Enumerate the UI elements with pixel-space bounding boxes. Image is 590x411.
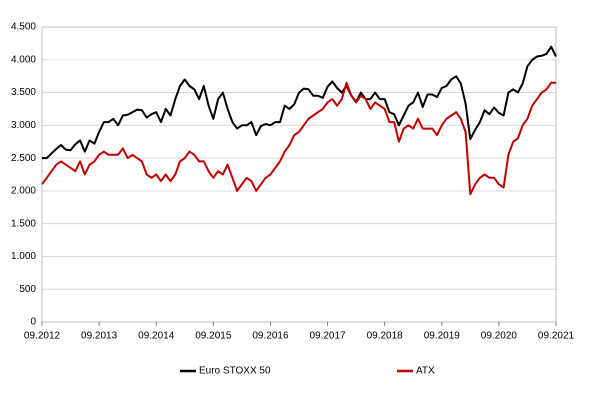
- plot-border: [41, 26, 557, 323]
- y-tick-label: 1.500: [11, 218, 36, 229]
- x-tick-label: 09.2021: [538, 331, 575, 342]
- y-tick-label: 4.000: [11, 54, 36, 65]
- x-tick-label: 09.2016: [252, 331, 289, 342]
- x-tick-label: 09.2019: [424, 331, 461, 342]
- y-tick-label: 500: [19, 284, 36, 295]
- y-tick-label: 0: [30, 317, 36, 328]
- legend-label: ATX: [416, 366, 435, 377]
- y-tick-label: 4.500: [11, 22, 36, 33]
- x-tick-label: 09.2014: [138, 331, 175, 342]
- y-tick-label: 3.000: [11, 120, 36, 131]
- series-line: [41, 81, 556, 196]
- legend-label: Euro STOXX 50: [199, 366, 271, 377]
- y-tick-label: 3.500: [11, 87, 36, 98]
- x-tick-label: 09.2012: [24, 331, 61, 342]
- x-tick-label: 09.2017: [309, 331, 346, 342]
- series-line: [42, 45, 557, 160]
- x-tick-label: 09.2015: [195, 331, 232, 342]
- y-tick-label: 2.500: [11, 153, 36, 164]
- x-tick-label: 09.2020: [481, 331, 518, 342]
- x-tick-label: 09.2018: [367, 331, 404, 342]
- y-tick-label: 1.000: [11, 251, 36, 262]
- y-tick-label: 2.000: [11, 186, 36, 197]
- x-tick-label: 09.2013: [81, 331, 118, 342]
